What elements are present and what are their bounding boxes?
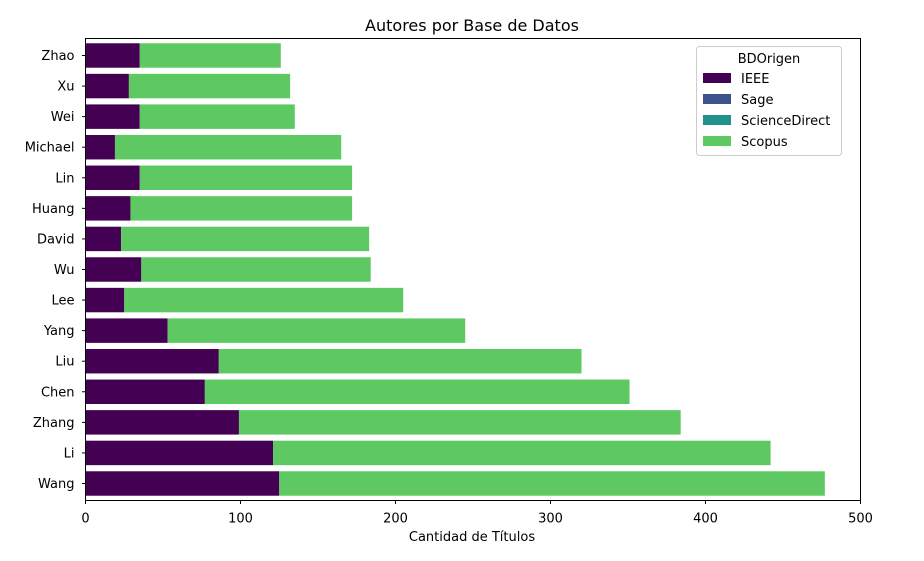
- y-tick-label: David: [37, 232, 75, 247]
- bar-yang-scopus: [167, 318, 466, 343]
- bar-lee-scopus: [124, 287, 404, 313]
- bar-zhang-ieee: [85, 410, 239, 435]
- legend-label-sciencedirect: ScienceDirect: [741, 114, 830, 129]
- x-tick-label: 100: [228, 512, 253, 527]
- legend-label-ieee: IEEE: [741, 72, 769, 87]
- bar-huang-scopus: [130, 196, 353, 221]
- bar-michael-scopus: [114, 134, 342, 160]
- x-axis-label: Cantidad de Títulos: [409, 530, 535, 545]
- bar-chen-ieee: [85, 379, 205, 405]
- bar-zhao-scopus: [139, 43, 281, 68]
- x-tick-label: 500: [848, 512, 873, 527]
- x-tick-label: 300: [538, 512, 563, 527]
- bar-liu-scopus: [218, 348, 582, 374]
- y-tick-label: Yang: [43, 324, 75, 339]
- bar-zhang-scopus: [238, 410, 681, 435]
- bar-lin-scopus: [139, 165, 353, 191]
- y-tick-label: Zhang: [33, 416, 75, 431]
- bar-li-ieee: [85, 440, 274, 466]
- x-tick-label: 400: [693, 512, 718, 527]
- bar-lee-ieee: [85, 287, 125, 313]
- bar-xu-ieee: [85, 73, 129, 99]
- y-tick-label: Liu: [55, 355, 74, 370]
- bar-zhao-ieee: [85, 43, 140, 68]
- bar-david-scopus: [121, 226, 370, 252]
- bar-wang-ieee: [85, 471, 280, 496]
- y-tick-label: Xu: [57, 80, 74, 95]
- bar-michael-ieee: [85, 134, 115, 160]
- legend-swatch-scopus: [703, 136, 731, 146]
- legend-items: IEEE Sage ScienceDirect Scopus: [703, 72, 830, 150]
- bar-chen-scopus: [204, 379, 630, 405]
- bar-li-scopus: [273, 440, 771, 466]
- bar-wu-ieee: [85, 257, 142, 282]
- legend-swatch-ieee: [703, 73, 731, 83]
- bar-lin-ieee: [85, 165, 140, 191]
- bar-huang-ieee: [85, 196, 131, 221]
- y-tick-label: Wu: [54, 263, 75, 278]
- bar-xu-scopus: [128, 73, 291, 99]
- bars-group: [85, 43, 825, 496]
- y-tick-label: Huang: [32, 202, 74, 217]
- legend-swatch-sage: [703, 94, 731, 104]
- bar-wu-scopus: [141, 257, 371, 282]
- legend-frame: [696, 46, 842, 156]
- y-tick-label: Chen: [41, 385, 75, 400]
- bar-yang-ieee: [85, 318, 168, 343]
- y-tick-label: Zhao: [41, 49, 74, 64]
- legend: BDOrigen IEEE Sage ScienceDirect Scopus: [696, 46, 842, 156]
- y-tick-label: Wei: [51, 110, 75, 125]
- chart-title: Autores por Base de Datos: [365, 16, 579, 35]
- y-tick-label: Wang: [38, 477, 74, 492]
- plot-frame: [85, 38, 861, 501]
- y-tick-label: Lin: [55, 171, 74, 186]
- legend-swatch-sciencedirect: [703, 115, 731, 125]
- legend-title: BDOrigen: [738, 52, 801, 67]
- bar-wang-scopus: [279, 471, 825, 496]
- legend-label-scopus: Scopus: [741, 135, 788, 150]
- legend-label-sage: Sage: [741, 93, 773, 108]
- y-tick-label: Lee: [51, 294, 74, 309]
- x-tick-label: 0: [81, 512, 89, 527]
- bar-wei-ieee: [85, 104, 140, 129]
- x-tick-label: 200: [383, 512, 408, 527]
- y-axis: Wang Li Zhang Chen Liu Yang Lee Wu David Huang Lin…: [25, 49, 86, 492]
- bar-david-ieee: [85, 226, 122, 252]
- y-tick-label: Michael: [25, 141, 75, 156]
- y-tick-label: Li: [64, 446, 75, 461]
- bar-liu-ieee: [85, 348, 219, 374]
- bar-wei-scopus: [139, 104, 295, 129]
- x-axis: 0 100 200 300 400 500: [81, 500, 873, 527]
